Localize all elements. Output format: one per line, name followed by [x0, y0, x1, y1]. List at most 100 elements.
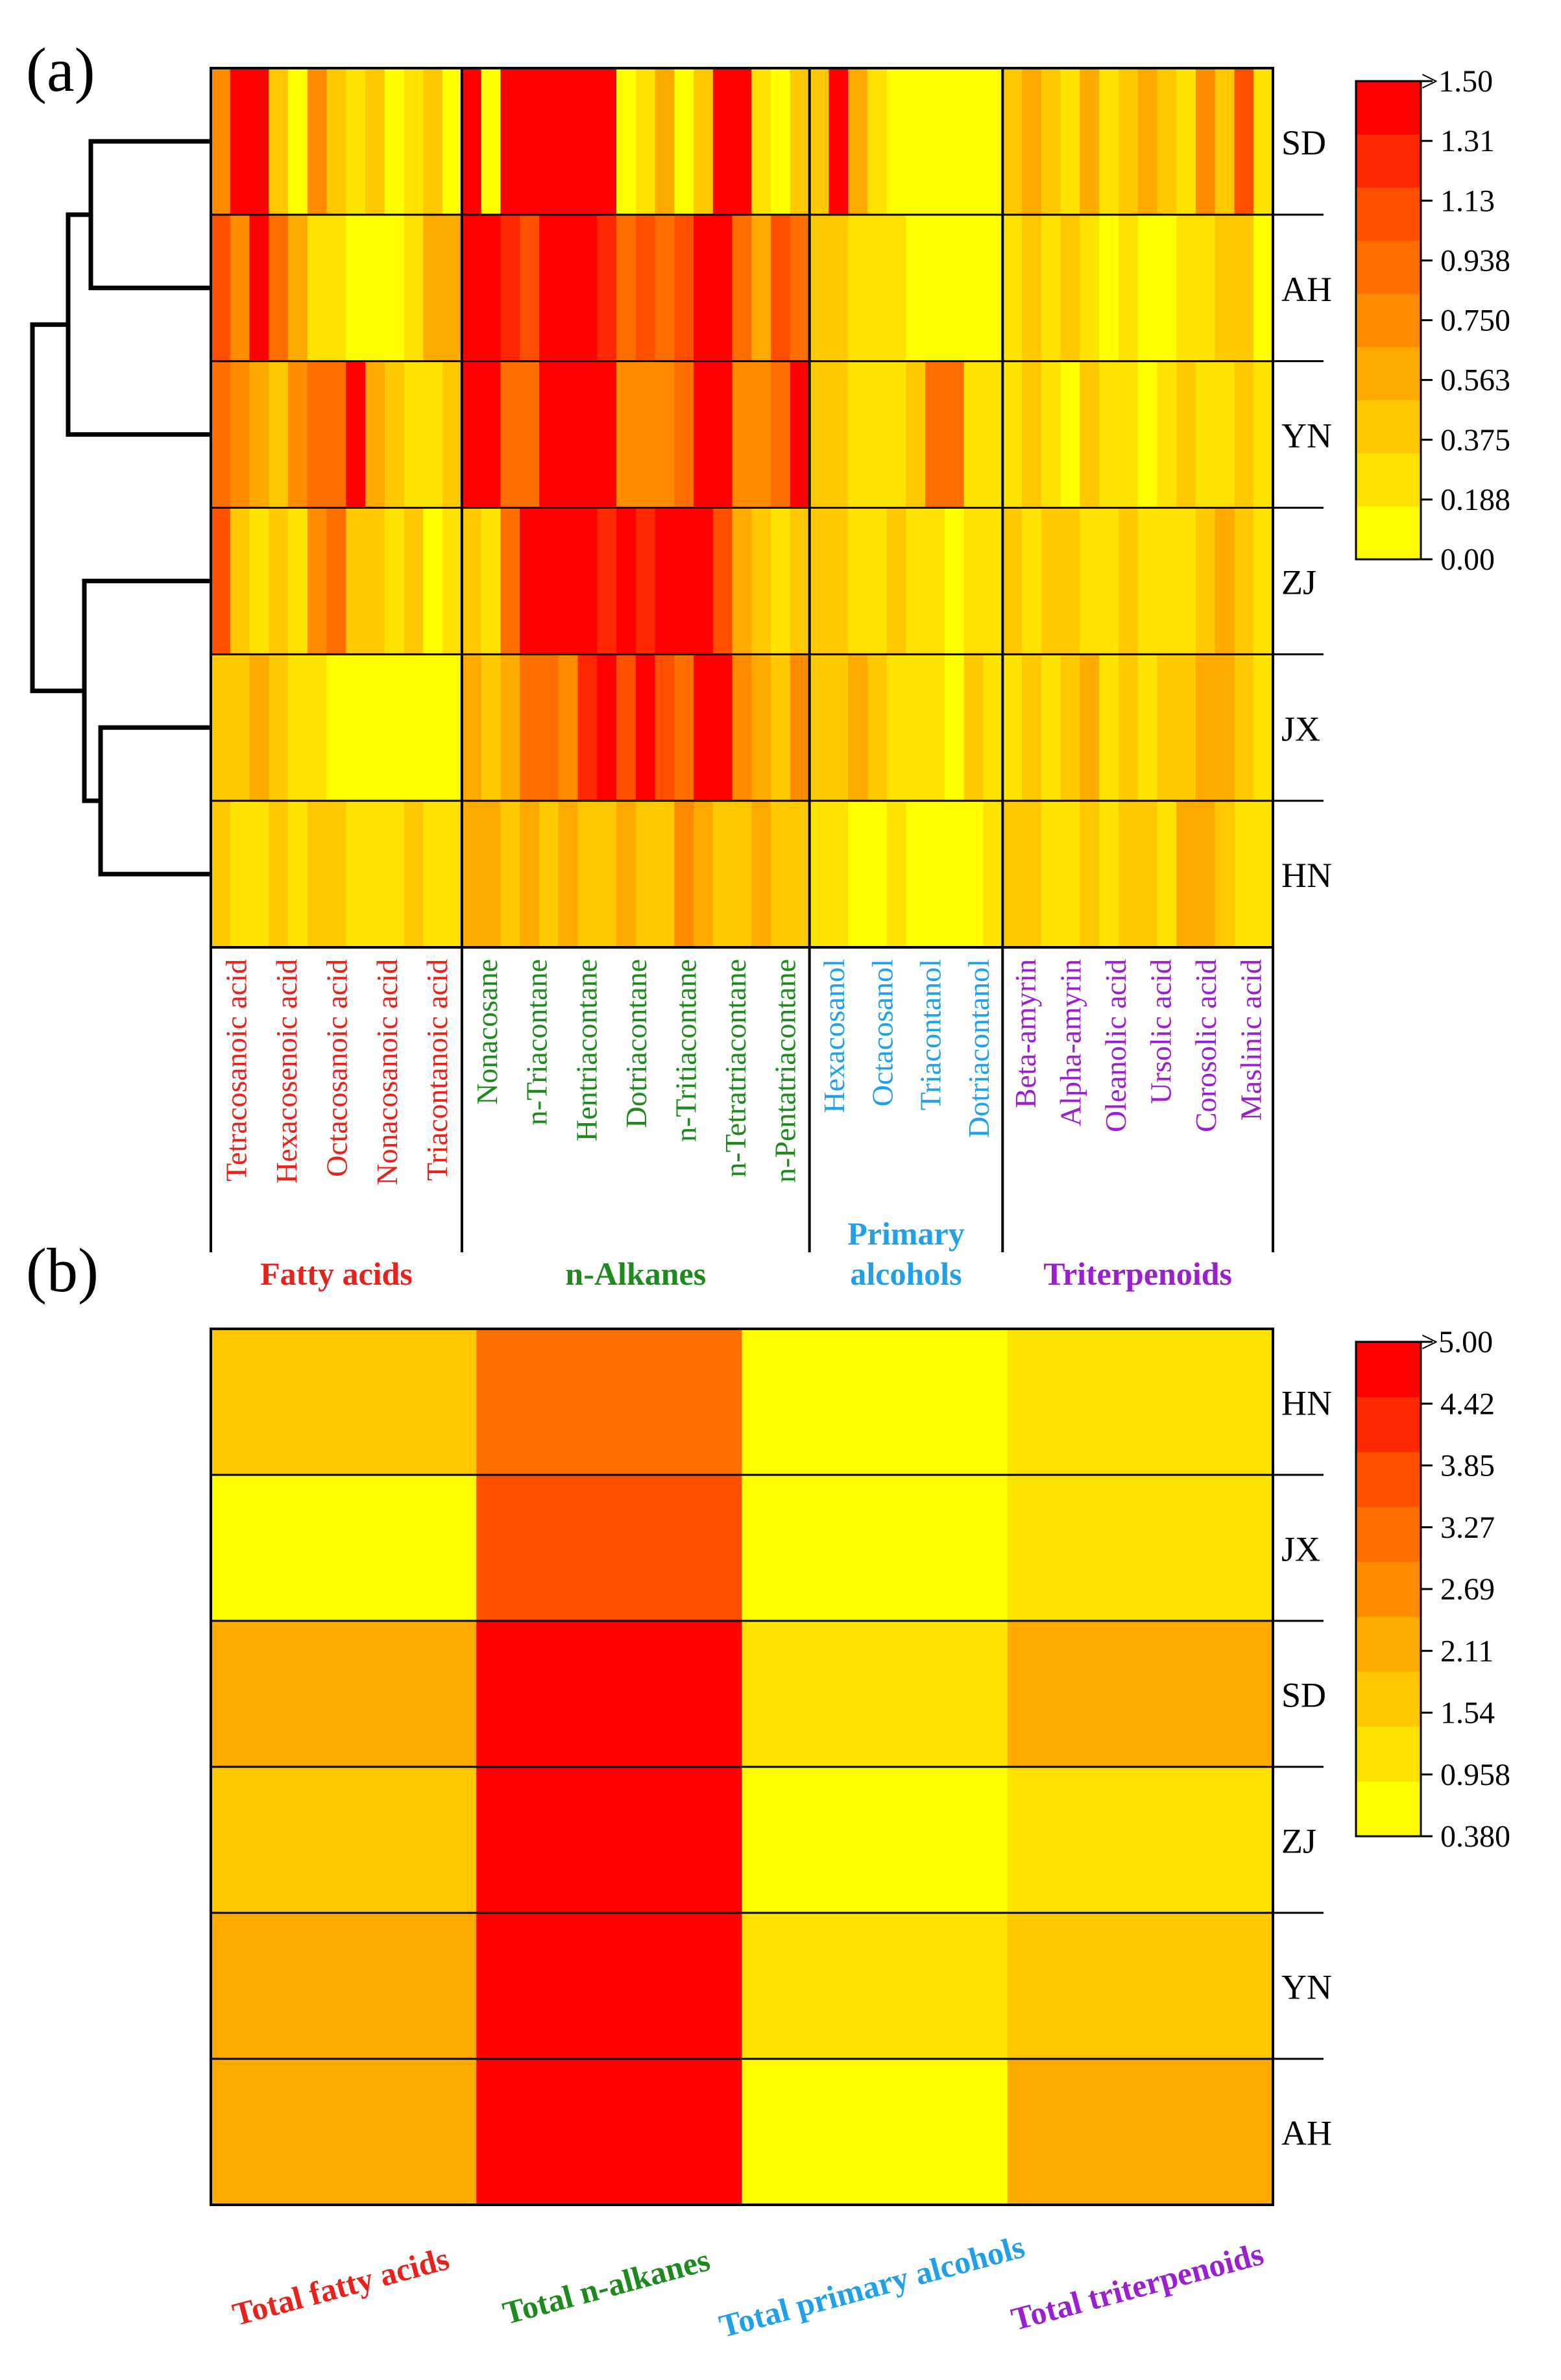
heatmap-cell [500, 361, 520, 509]
heatmap-cell [442, 68, 463, 215]
heatmap-cell [346, 507, 366, 655]
heatmap-cell [1099, 214, 1119, 362]
heatmap-cell [925, 801, 945, 948]
row-label-ah: AH [1281, 270, 1332, 309]
heatmap-cell [307, 68, 328, 215]
heatmap-cell [712, 68, 733, 215]
heatmap-cell [1253, 361, 1274, 509]
heatmap-cell [288, 801, 308, 948]
heatmap-cell [906, 507, 926, 655]
heatmap-cell [404, 507, 424, 655]
heatmap-cell [712, 214, 733, 362]
heatmap-cell [674, 801, 694, 948]
panel-a-colorbar-label: 1.13 [1440, 184, 1495, 218]
heatmap-cell [520, 801, 540, 948]
heatmap-cell [848, 214, 868, 362]
heatmap-cell [751, 654, 771, 801]
heatmap-cell [1002, 361, 1023, 509]
column-label: Maslinic acid [1234, 959, 1267, 1121]
heatmap-cell [1022, 801, 1042, 948]
heatmap-cell [1080, 361, 1100, 509]
row-label-zj: ZJ [1281, 563, 1316, 601]
heatmap-cell [635, 801, 656, 948]
heatmap-cell [732, 68, 752, 215]
heatmap-cell [751, 507, 771, 655]
heatmap-cell [481, 68, 502, 215]
heatmap-cell [829, 361, 849, 509]
heatmap-cell [1099, 801, 1119, 948]
panel-a-colorbar-band [1356, 187, 1421, 241]
heatmap-cell [558, 214, 579, 362]
heatmap-cell [1080, 507, 1100, 655]
column-label: Nonacosanoic acid [370, 959, 404, 1185]
panel-a-colorbar-label: 0.750 [1440, 304, 1510, 338]
heatmap-cell [423, 507, 443, 655]
panel-a-dendrogram [30, 139, 211, 877]
heatmap-cell [423, 214, 443, 362]
panel-b-colorbar-band [1356, 1451, 1421, 1507]
heatmap-cell [577, 654, 598, 801]
column-label: Alpha-amyrin [1054, 959, 1087, 1126]
heatmap-cell [500, 68, 520, 215]
heatmap-cell [384, 507, 405, 655]
heatmap-cell [481, 361, 502, 509]
column-label: Hentriacontane [570, 959, 603, 1141]
heatmap-cell [963, 361, 984, 509]
heatmap-cell [1041, 507, 1061, 655]
heatmap-cell [790, 361, 810, 509]
heatmap-cell [829, 801, 849, 948]
heatmap-cell [1041, 214, 1061, 362]
heatmap-cell [404, 214, 424, 362]
heatmap-cell [384, 214, 405, 362]
heatmap-cell [249, 654, 269, 801]
heatmap-cell [1234, 214, 1254, 362]
heatmap-cell [1215, 507, 1235, 655]
heatmap-cell [925, 68, 945, 215]
heatmap-cell [1118, 654, 1139, 801]
heatmap-cell [326, 214, 346, 362]
heatmap-cell [597, 801, 617, 948]
heatmap-cell [1060, 361, 1080, 509]
heatmap-cell [674, 361, 694, 509]
heatmap-cell [751, 68, 771, 215]
heatmap-cell [269, 361, 289, 509]
heatmap-cell [694, 214, 714, 362]
heatmap-cell [1060, 801, 1080, 948]
heatmap-cell [848, 68, 868, 215]
column-label: Nonacosane [470, 959, 503, 1105]
heatmap-cell [1007, 1329, 1274, 1475]
heatmap-cell [384, 801, 405, 948]
heatmap-cell [476, 1621, 743, 1767]
panel-b-colorbar-label: 1.54 [1440, 1696, 1495, 1730]
heatmap-cell [694, 654, 714, 801]
heatmap-cell [983, 654, 1003, 801]
heatmap-cell [597, 214, 617, 362]
panel-a-colorbar-band [1356, 240, 1421, 295]
heatmap-cell [1080, 214, 1100, 362]
heatmap-cell [1253, 68, 1274, 215]
heatmap-cell [963, 68, 984, 215]
heatmap-cell [742, 1767, 1008, 1913]
heatmap-cell [712, 654, 733, 801]
heatmap-cell [1137, 507, 1158, 655]
panel-b-colorbar-label: 4.42 [1440, 1387, 1495, 1421]
heatmap-cell [1118, 507, 1139, 655]
panel-a-colorbar-label: 1.31 [1440, 124, 1495, 158]
panel-a-colorbar-band [1356, 81, 1421, 135]
heatmap-cell [307, 801, 328, 948]
column-label: Oleanolic acid [1099, 959, 1132, 1132]
panel-a-colorbar-band [1356, 453, 1421, 507]
heatmap-cell [577, 361, 598, 509]
heatmap-cell [423, 361, 443, 509]
heatmap-cell [1195, 214, 1216, 362]
heatmap-cell [1195, 507, 1216, 655]
panel-a-colorbar-label: 0.188 [1440, 483, 1510, 517]
heatmap-cell [1137, 654, 1158, 801]
column-label: Hexacosanol [817, 959, 851, 1113]
heatmap-cell [288, 361, 308, 509]
heatmap-cell [945, 361, 965, 509]
heatmap-cell [616, 214, 636, 362]
heatmap-cell [481, 507, 502, 655]
column-label: Hexacosenoic acid [270, 959, 303, 1184]
